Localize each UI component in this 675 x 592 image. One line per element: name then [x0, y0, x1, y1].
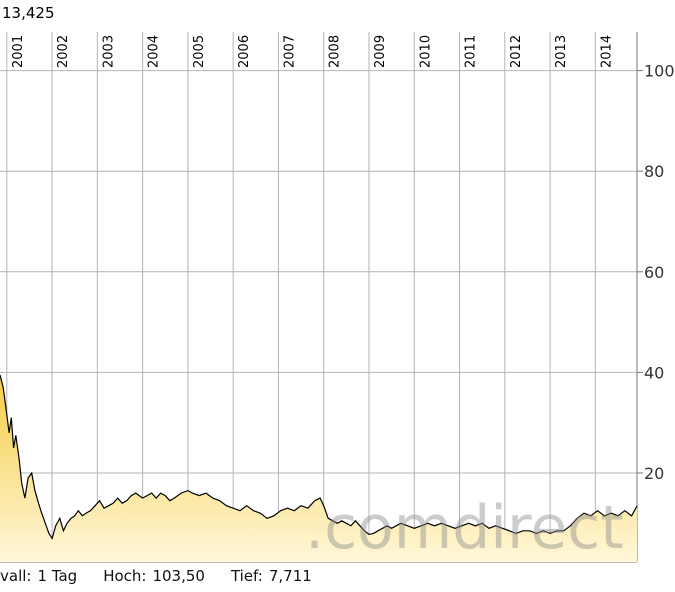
interval-label: vall: — [0, 567, 32, 585]
x-tick-label: 2012 — [509, 35, 524, 68]
y-tick-label: 100 — [644, 62, 675, 81]
x-tick-label: 2004 — [147, 35, 162, 68]
x-tick-label: 2009 — [373, 35, 388, 68]
y-tick-label: 80 — [644, 162, 664, 181]
x-tick-label: 2011 — [464, 35, 479, 68]
high-label: Hoch: — [103, 567, 147, 585]
watermark-logo: .comdirect — [305, 493, 624, 563]
low-label: Tief: — [230, 567, 263, 585]
x-tick-label: 2013 — [554, 35, 569, 68]
y-tick-label: 60 — [644, 263, 664, 282]
x-tick-label: 2008 — [328, 35, 343, 68]
high-value: 103,50 — [152, 567, 205, 585]
chart-plot-area — [0, 374, 638, 562]
x-tick-label: 2002 — [56, 35, 71, 68]
x-tick-label: 2006 — [237, 35, 252, 68]
price-area-fill — [0, 374, 637, 562]
x-tick-label: 2005 — [192, 35, 207, 68]
chart-labels: 20 40 60 80 100 2001 2002 2003 2004 2005 2006 2007 2… — [11, 35, 675, 483]
x-tick-label: 2007 — [282, 35, 297, 68]
y-tick-label: 40 — [644, 363, 664, 382]
chart-grid — [0, 32, 643, 563]
y-tick-label: 20 — [644, 464, 664, 483]
x-tick-label: 2003 — [101, 35, 116, 68]
x-tick-label: 2010 — [418, 35, 433, 68]
last-price-value: 13,425 — [2, 4, 55, 22]
price-line — [0, 374, 638, 540]
x-tick-label: 2014 — [599, 35, 614, 68]
low-value: 7,711 — [268, 567, 312, 585]
interval-value: 1 Tag — [37, 567, 78, 585]
chart-footer: vall: 1 Tag Hoch: 103,50 Tief: 7,711 — [0, 567, 318, 589]
x-tick-label: 2001 — [11, 35, 26, 68]
